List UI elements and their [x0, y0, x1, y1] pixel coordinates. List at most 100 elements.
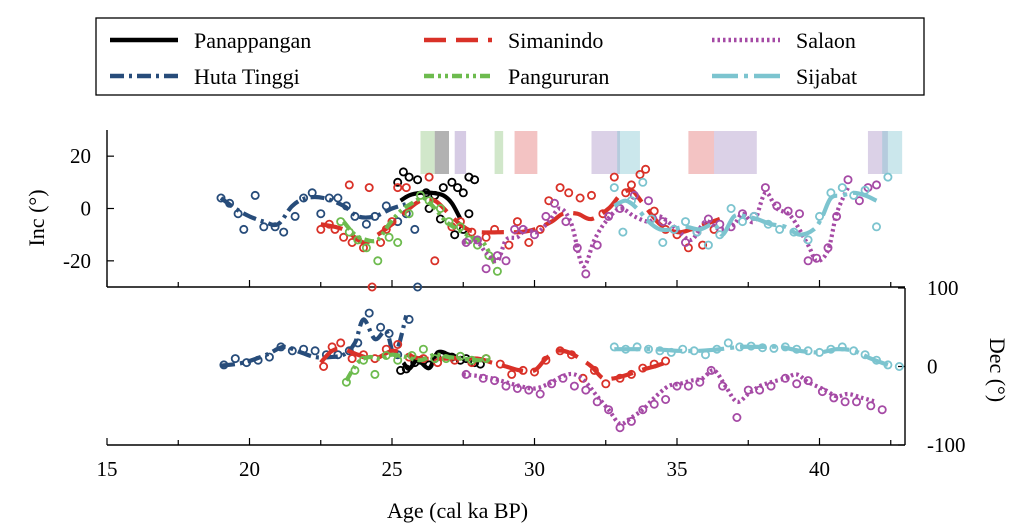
sijabat-inc-point [775, 224, 785, 234]
simanindo-inc-point [609, 172, 619, 182]
salaon-inc-point [658, 217, 668, 227]
simanindo-inc-point [504, 240, 514, 250]
salaon-dec-point [626, 416, 636, 426]
huta-tinggi-inc-point [279, 227, 289, 237]
pangururan-dec-point [418, 344, 428, 354]
simanindo-dec-point [661, 356, 671, 366]
series-panappangan [393, 167, 485, 375]
salaon-inc-point [592, 240, 602, 250]
simanindo-inc-point [467, 227, 477, 237]
simanindo-inc-point [575, 193, 585, 203]
simanindo-inc-point [524, 237, 534, 247]
simanindo-inc-point [626, 180, 636, 190]
huta-tinggi-inc-point [299, 193, 309, 203]
sijabat-inc-point [703, 240, 713, 250]
salaon-inc-point [541, 211, 551, 221]
panappangan-inc-line [399, 190, 463, 220]
pangururan-inc-point [373, 256, 383, 266]
salaon-dec-point [852, 397, 862, 407]
sijabat-inc-point [726, 203, 736, 213]
sijabat-inc-point [803, 235, 813, 245]
salaon-dec-point [792, 379, 802, 389]
simanindo-inc-point [364, 183, 374, 193]
salaon-dec-point [840, 397, 850, 407]
huta-tinggi-dec-point [264, 352, 274, 362]
huta-tinggi-inc-point [316, 209, 326, 219]
huta-tinggi-inc-point [250, 190, 260, 200]
salaon-inc-point [481, 264, 491, 274]
x-tick-label: 25 [382, 457, 403, 481]
salaon-dec-point [569, 381, 579, 391]
salaon-dec-point [877, 405, 887, 415]
salaon-dec-point [755, 385, 765, 395]
simanindo-inc-point [641, 164, 651, 174]
inc-axis-label: Inc (°) [24, 189, 49, 246]
panappangan-inc-point [458, 188, 468, 198]
pangururan-inc-point [361, 243, 371, 253]
panappangan-inc-point [447, 177, 457, 187]
pangururan-inc-point [353, 235, 363, 245]
simanindo-dec-point [347, 354, 357, 364]
panappangan-inc-point [450, 230, 460, 240]
huta-tinggi-inc-point [290, 211, 300, 221]
sijabat-inc-point [883, 172, 893, 182]
salaon-dec-point [615, 423, 625, 433]
panappangan-inc-point [404, 172, 414, 182]
pangururan-inc-point [492, 266, 502, 276]
huta-tinggi-inc-point [216, 193, 226, 203]
pangururan-dec-line [344, 352, 492, 382]
simanindo-inc-point [401, 183, 411, 193]
x-tick-label: 30 [524, 457, 545, 481]
series-pangururan [336, 190, 502, 387]
dec-y-tick-label: -100 [927, 433, 966, 457]
shaded-band-3 [494, 131, 504, 174]
series-sijabat [609, 172, 904, 371]
legend-label-simanindo: Simanindo [508, 28, 603, 53]
salaon-dec-point [866, 401, 876, 411]
salaon-inc-point [604, 211, 614, 221]
simanindo-inc-point [535, 224, 545, 234]
shaded-band-6 [617, 131, 640, 174]
salaon-dec-point [683, 381, 693, 391]
salaon-inc-point [760, 183, 770, 193]
simanindo-inc-point [339, 232, 349, 242]
x-tick-label: 40 [809, 457, 830, 481]
salaon-inc-point [715, 219, 725, 229]
simanindo-inc-point [481, 232, 491, 242]
simanindo-inc-point [555, 183, 565, 193]
inc-y-tick-label: 0 [81, 197, 92, 221]
panappangan-inc-point [470, 175, 480, 185]
huta-tinggi-inc-point [410, 224, 420, 234]
salaon-dec-point [638, 405, 648, 415]
sijabat-inc-point [738, 217, 748, 227]
simanindo-dec-point [319, 361, 329, 371]
salaon-dec-point [501, 381, 511, 391]
shaded-band-1 [434, 131, 449, 174]
simanindo-inc-point [424, 172, 434, 182]
panappangan-inc-point [438, 183, 448, 193]
sijabat-inc-line [613, 190, 878, 237]
sijabat-inc-point [658, 237, 668, 247]
salaon-inc-point [872, 180, 882, 190]
pangururan-inc-point [384, 232, 394, 242]
shaded-band-9 [867, 131, 888, 174]
simanindo-inc-point [316, 224, 326, 234]
legend: Panappangan Huta Tinggi Simanindo Pangurura… [95, 17, 925, 96]
axes [106, 130, 906, 446]
sijabat-inc-point [681, 217, 691, 227]
simanindo-inc-point [635, 169, 645, 179]
legend-label-pangururan: Pangururan [508, 64, 609, 89]
sijabat-inc-point [638, 177, 648, 187]
simanindo-dec-point [507, 369, 517, 379]
shaded-band-7 [688, 131, 715, 174]
series-salaon [461, 175, 887, 433]
x-tick-label: 35 [667, 457, 688, 481]
shaded-bands [420, 131, 903, 174]
salaon-inc-point [644, 196, 654, 206]
huta-tinggi-inc-point [259, 222, 269, 232]
simanindo-inc-point [587, 190, 597, 200]
sijabat-inc-point [609, 183, 619, 193]
pangururan-dec-point [381, 350, 391, 360]
pangururan-dec-point [481, 354, 491, 364]
